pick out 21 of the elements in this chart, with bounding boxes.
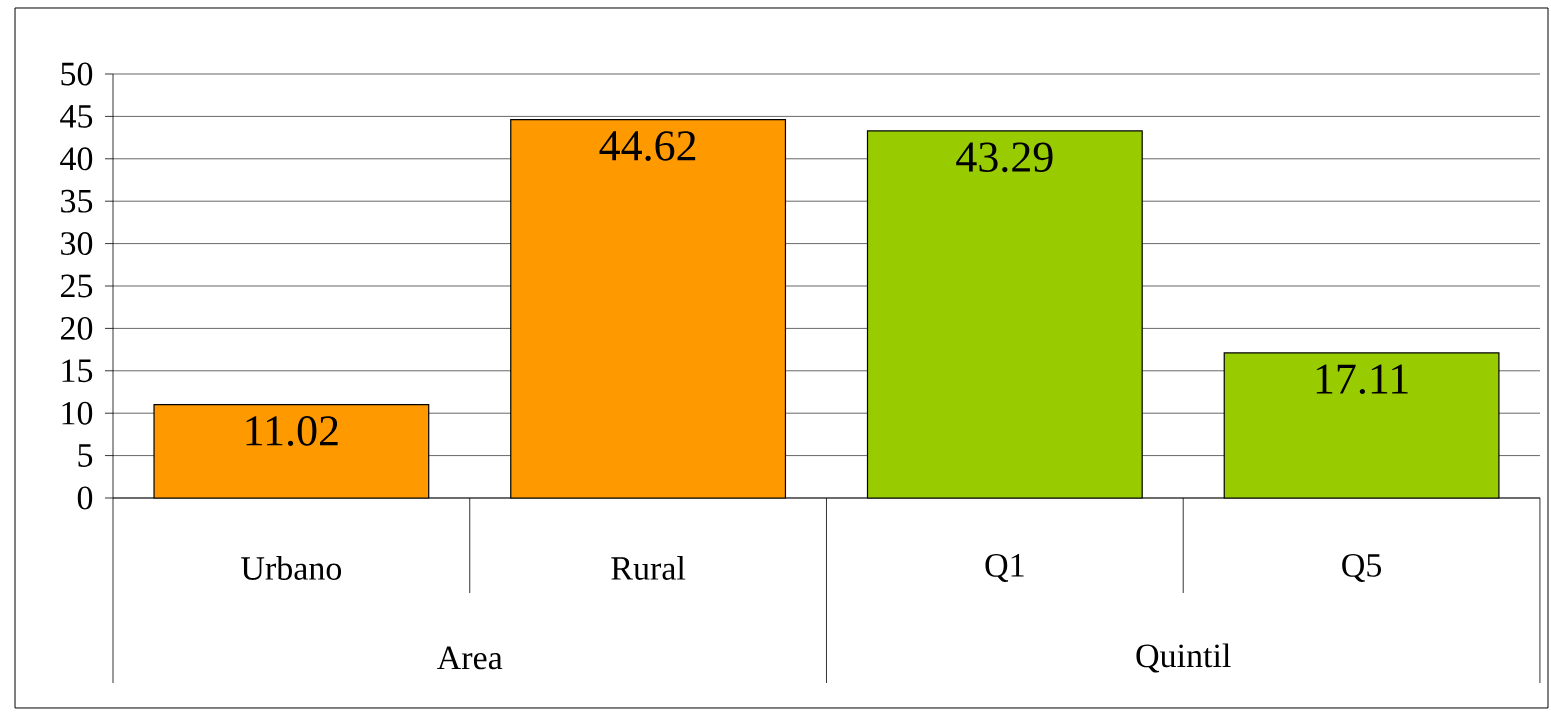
y-tick-label: 50 <box>61 62 93 86</box>
data-label: 44.62 <box>599 131 696 161</box>
data-label: 43.29 <box>956 142 1053 173</box>
y-tick-label: 0 <box>77 486 93 510</box>
x-tick-label: Q1 <box>985 553 1024 582</box>
y-tick-label: 15 <box>62 359 93 383</box>
x-tick-label: Rural <box>611 556 686 580</box>
y-tick-label: 20 <box>60 316 93 340</box>
y-tick-label: 5 <box>78 444 93 467</box>
y-tick-label: 45 <box>60 105 93 128</box>
x-tick-label: Urbano <box>241 556 342 580</box>
data-label: 11.02 <box>246 416 338 446</box>
x-tick-label: Q5 <box>1342 553 1382 582</box>
text: Quintil <box>1136 643 1231 673</box>
y-tick-label: 10 <box>62 401 93 425</box>
y-tick-label: 25 <box>60 274 93 298</box>
y-tick-label: 40 <box>60 147 93 171</box>
y-tick-label: 35 <box>61 189 93 213</box>
text: Area <box>437 646 503 670</box>
data-label: 17.11 <box>1316 364 1408 395</box>
y-tick-label: 30 <box>61 232 93 256</box>
